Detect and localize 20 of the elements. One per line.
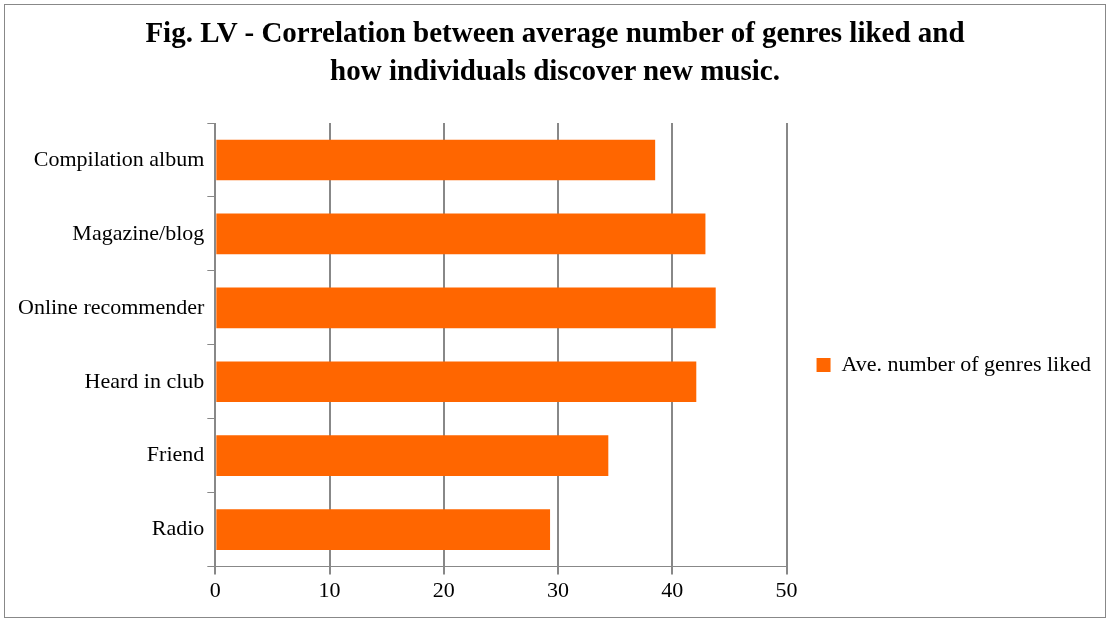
chart-title: Fig. LV - Correlation between average number of genres liked and how individuals discover new music. xyxy=(144,15,966,88)
x-tick-label: 50 xyxy=(775,576,798,602)
bar xyxy=(216,361,697,403)
y-tick-label: Radio xyxy=(151,515,205,541)
bar xyxy=(216,509,551,550)
y-tick-label: Heard in club xyxy=(84,367,205,393)
y-tick-label: Online recommender xyxy=(18,293,205,319)
x-tick-label: 20 xyxy=(432,576,455,602)
y-tick-label: Compilation album xyxy=(33,145,205,171)
x-tick-label: 30 xyxy=(547,576,570,602)
y-tick-label: Magazine/blog xyxy=(72,219,205,245)
x-tick-label: 0 xyxy=(209,576,221,602)
bar xyxy=(216,213,706,255)
bar xyxy=(216,435,609,477)
x-tick-label: 40 xyxy=(661,576,684,602)
bar xyxy=(216,139,656,181)
bar xyxy=(216,287,716,329)
legend-label: Ave. number of genres liked xyxy=(841,350,1092,376)
x-tick-label: 10 xyxy=(318,576,341,602)
y-tick-label: Friend xyxy=(146,441,205,467)
